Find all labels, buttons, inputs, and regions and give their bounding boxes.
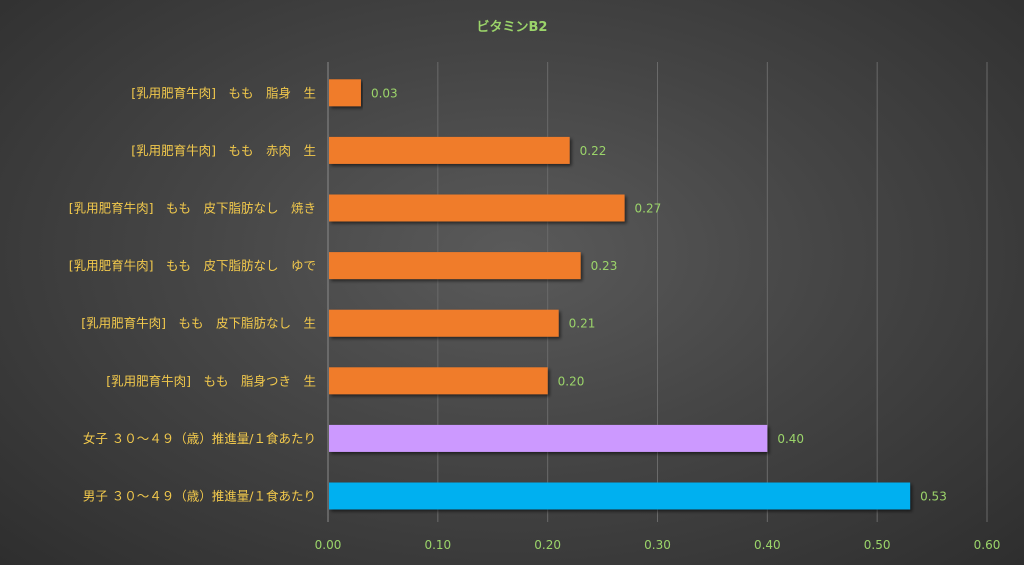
- data-label: 0.27: [635, 202, 662, 216]
- gridlines: [437, 62, 988, 522]
- category-label: [乳用肥育牛肉] もも 皮下脂肪なし 焼き: [69, 201, 316, 216]
- x-tick-label: 0.10: [424, 538, 451, 552]
- x-tick-label: 0.50: [864, 538, 891, 552]
- bar: [329, 367, 548, 395]
- x-tick-label: 0.30: [644, 538, 671, 552]
- category-label: [乳用肥育牛肉] もも 皮下脂肪なし ゆで: [69, 258, 316, 273]
- x-tick-label: 0.00: [315, 538, 342, 552]
- bar: [329, 309, 559, 337]
- data-label: 0.23: [591, 259, 618, 273]
- category-label: 女子 ３０～４９（歳）推進量/１食あたり: [83, 431, 316, 446]
- chart-title: ビタミンB2: [477, 19, 548, 35]
- data-label: 0.21: [569, 317, 596, 331]
- category-label: [乳用肥育牛肉] もも 脂身 生: [131, 85, 316, 100]
- bar: [329, 194, 625, 222]
- category-label: 男子 ３０～４９（歳）推進量/１食あたり: [83, 489, 316, 504]
- data-label: 0.22: [580, 144, 607, 158]
- category-label: [乳用肥育牛肉] もも 赤肉 生: [131, 143, 316, 158]
- bar: [329, 482, 911, 510]
- data-label: 0.53: [920, 490, 947, 504]
- data-label: 0.03: [371, 86, 398, 100]
- category-label: [乳用肥育牛肉] もも 脂身つき 生: [106, 373, 316, 388]
- x-axis-ticks: 0.00 0.10 0.20 0.30 0.40 0.50 0.60: [315, 538, 1001, 552]
- value-labels: 0.03 0.22 0.27 0.23 0.21 0.20 0.40 0.53: [371, 86, 947, 503]
- bar: [329, 424, 768, 452]
- x-tick-label: 0.40: [754, 538, 781, 552]
- bars: [329, 79, 911, 510]
- x-tick-label: 0.60: [974, 538, 1001, 552]
- x-tick-label: 0.20: [534, 538, 561, 552]
- data-label: 0.20: [558, 374, 585, 388]
- category-label: [乳用肥育牛肉] もも 皮下脂肪なし 生: [81, 316, 316, 331]
- bar: [329, 136, 570, 164]
- category-labels: [乳用肥育牛肉] もも 脂身 生 [乳用肥育牛肉] もも 赤肉 生 [乳用肥育牛肉]…: [69, 85, 316, 503]
- bar: [329, 79, 361, 107]
- bar: [329, 252, 581, 280]
- data-label: 0.40: [777, 432, 804, 446]
